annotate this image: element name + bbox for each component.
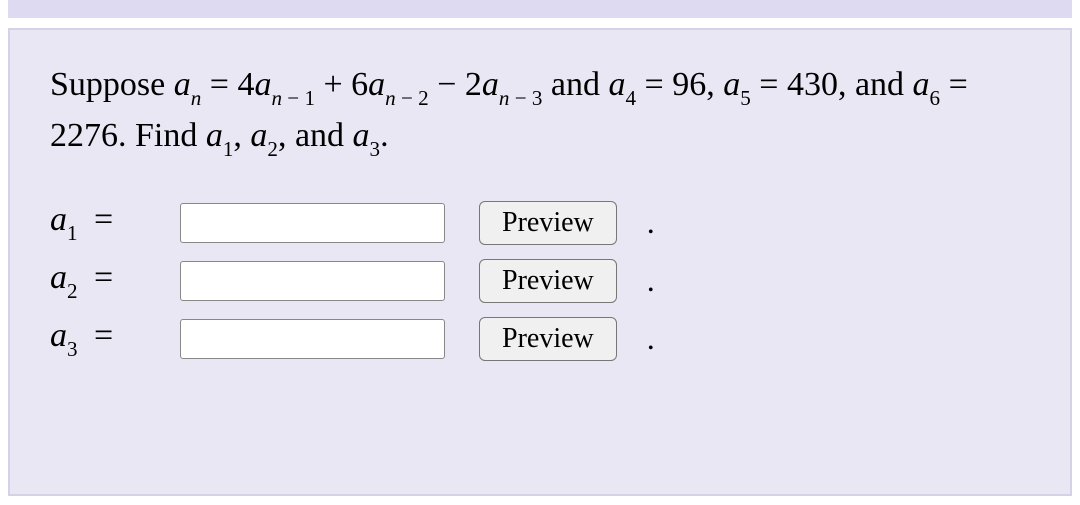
preview-button-a3[interactable]: Preview xyxy=(479,317,617,361)
lbl-sub-3: 3 xyxy=(67,337,78,361)
fsub-3: 3 xyxy=(370,137,381,161)
label-a2: a2 = xyxy=(50,259,180,302)
problem-statement: Suppose an = 4an − 1 + 6an − 2 − 2an − 3… xyxy=(50,60,1000,163)
find-a1: a xyxy=(206,117,223,154)
lbl-eq-3: = xyxy=(86,317,114,354)
lbl-sub-2: 2 xyxy=(67,279,78,303)
answer-row-a1: a1 = Preview . xyxy=(50,201,1030,245)
sub-n1: n xyxy=(271,86,282,110)
preview-button-a2[interactable]: Preview xyxy=(479,259,617,303)
find-text: . Find xyxy=(118,117,206,154)
fsub-1: 1 xyxy=(223,137,234,161)
sub-m2: − 2 xyxy=(396,86,429,110)
coef-4: 4 xyxy=(237,66,254,103)
eq2: = xyxy=(636,66,672,103)
var-an: a xyxy=(174,66,191,103)
comma1: , xyxy=(706,66,723,103)
find-a3: a xyxy=(353,117,370,154)
sub-m3: − 3 xyxy=(509,86,542,110)
sub-n: n xyxy=(191,86,202,110)
find-a2: a xyxy=(250,117,267,154)
lbl-eq-2: = xyxy=(86,259,114,296)
label-a3: a3 = xyxy=(50,317,180,360)
var-a3: a xyxy=(482,66,499,103)
lbl-var-a2: a xyxy=(50,259,67,296)
period-a1: . xyxy=(647,204,655,241)
lbl-var-a1: a xyxy=(50,201,67,238)
eq3: = xyxy=(751,66,787,103)
input-a3[interactable] xyxy=(180,319,445,359)
lbl-sub-1: 1 xyxy=(67,221,78,245)
comma2: , and xyxy=(838,66,913,103)
lbl-var-a3: a xyxy=(50,317,67,354)
sub-6: 6 xyxy=(930,86,941,110)
sub-m1: − 1 xyxy=(282,86,315,110)
period-a2: . xyxy=(647,262,655,299)
final-period: . xyxy=(380,117,389,154)
top-band xyxy=(8,0,1072,18)
problem-panel: Suppose an = 4an − 1 + 6an − 2 − 2an − 3… xyxy=(8,28,1072,496)
eq-op: = xyxy=(201,66,237,103)
sub-n2: n xyxy=(385,86,396,110)
fcomma2: , and xyxy=(278,117,353,154)
input-a1[interactable] xyxy=(180,203,445,243)
coef-2: 2 xyxy=(465,66,482,103)
fsub-2: 2 xyxy=(267,137,278,161)
eq4: = xyxy=(940,66,968,103)
var-a4: a xyxy=(608,66,625,103)
val-96: 96 xyxy=(672,66,706,103)
coef-6: 6 xyxy=(351,66,368,103)
val-430: 430 xyxy=(787,66,838,103)
plus-op: + xyxy=(315,66,351,103)
preview-button-a1[interactable]: Preview xyxy=(479,201,617,245)
fcomma1: , xyxy=(233,117,250,154)
var-a1: a xyxy=(254,66,271,103)
sub-n3: n xyxy=(499,86,510,110)
answer-row-a3: a3 = Preview . xyxy=(50,317,1030,361)
period-a3: . xyxy=(647,320,655,357)
minus-op: − xyxy=(429,66,465,103)
val-2276: 2276 xyxy=(50,117,118,154)
var-a6: a xyxy=(913,66,930,103)
sub-4: 4 xyxy=(625,86,636,110)
text-intro: Suppose xyxy=(50,66,174,103)
label-a1: a1 = xyxy=(50,201,180,244)
var-a2: a xyxy=(368,66,385,103)
sub-5: 5 xyxy=(740,86,751,110)
input-a2[interactable] xyxy=(180,261,445,301)
answer-row-a2: a2 = Preview . xyxy=(50,259,1030,303)
and-text: and xyxy=(542,66,608,103)
lbl-eq-1: = xyxy=(86,201,114,238)
var-a5: a xyxy=(723,66,740,103)
